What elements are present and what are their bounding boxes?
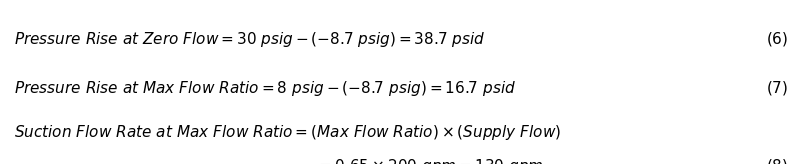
Text: $\mathbf{\mathit{Suction\ Flow\ Rate\ at\ Max\ Flow\ Ratio}}= (\mathit{Max\ Flow: $\mathbf{\mathit{Suction\ Flow\ Rate\ at… (14, 123, 562, 142)
Text: $(7)$: $(7)$ (766, 79, 789, 97)
Text: $(6)$: $(6)$ (766, 30, 789, 48)
Text: $= 0.65 \times 200\ \mathit{gpm} = 130\ \mathit{gpm}$: $= 0.65 \times 200\ \mathit{gpm} = 130\ … (316, 157, 544, 164)
Text: $\mathbf{\mathit{Pressure\ Rise\ at\ Zero\ Flow}}= 30\ \mathit{psig} - (-8.7\ \m: $\mathbf{\mathit{Pressure\ Rise\ at\ Zer… (14, 30, 486, 49)
Text: $\mathbf{\mathit{Pressure\ Rise\ at\ Max\ Flow\ Ratio}}= 8\ \mathit{psig} - (-8.: $\mathbf{\mathit{Pressure\ Rise\ at\ Max… (14, 79, 517, 98)
Text: $(8)$: $(8)$ (766, 157, 789, 164)
